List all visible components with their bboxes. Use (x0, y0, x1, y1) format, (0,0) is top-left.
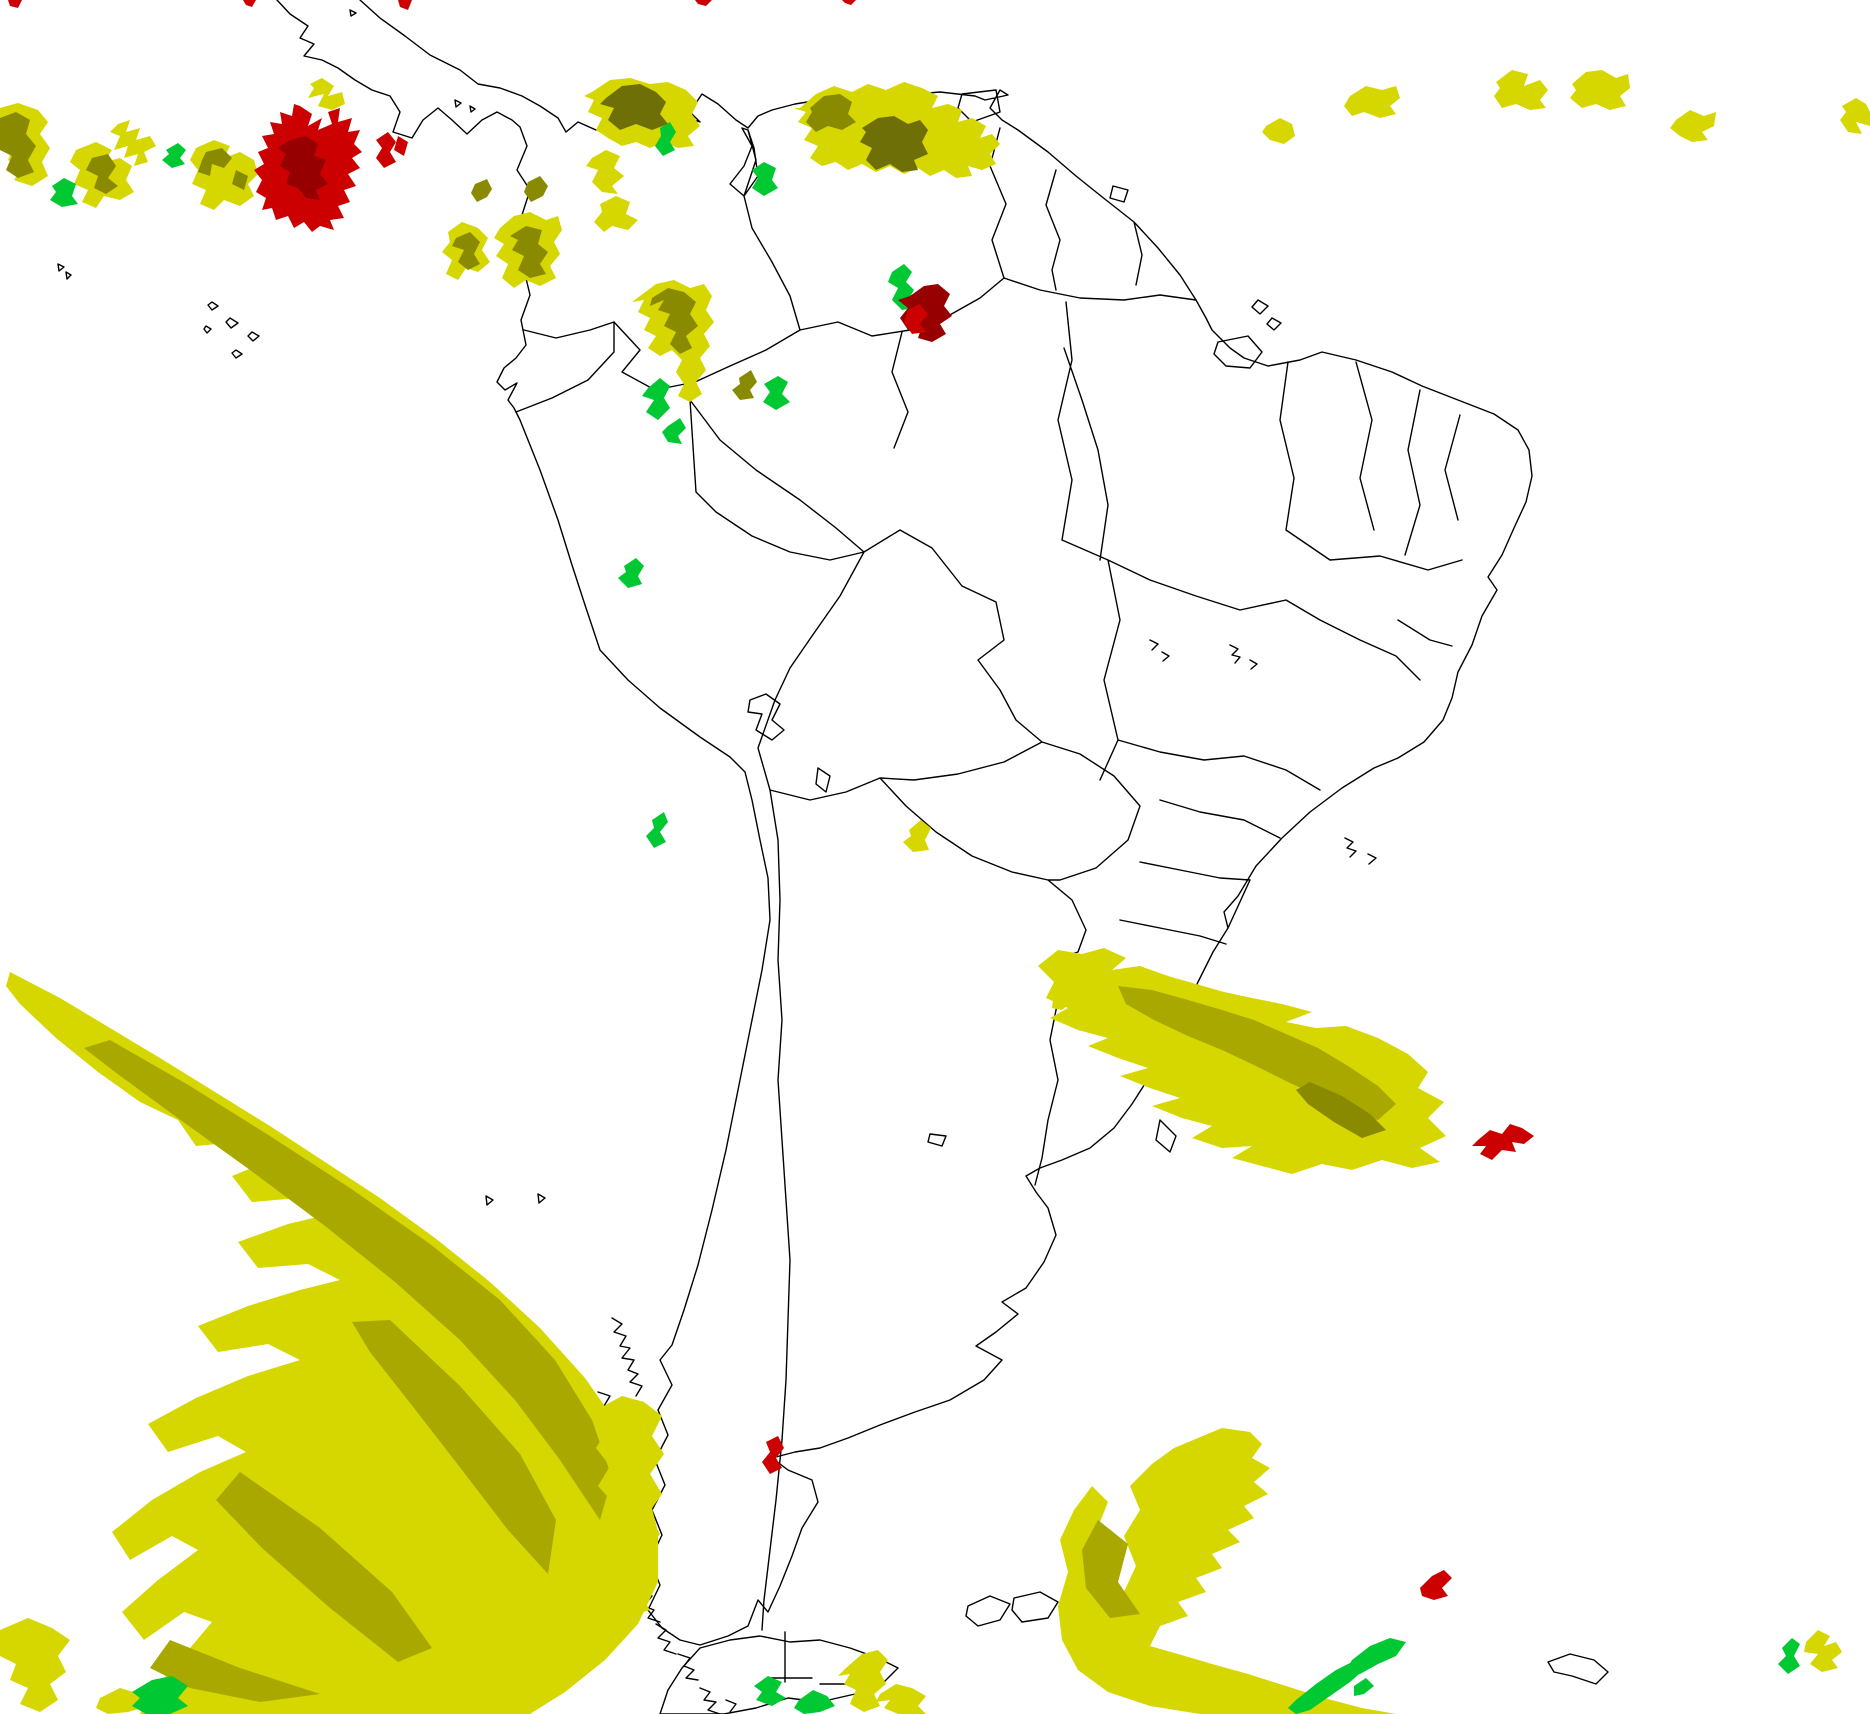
atl-yellow-3 (1570, 70, 1630, 110)
se-green-b (1346, 1638, 1406, 1674)
col-coast-olive-a (471, 179, 492, 202)
itcz-olive-b (86, 154, 118, 194)
itcz-yellow-squiggle (110, 120, 156, 166)
venezuela-green (752, 162, 778, 196)
paraguay-yellow-speck (903, 820, 931, 852)
tdf-yellow-b (876, 1684, 926, 1714)
sbrazil-band-core (1296, 1082, 1386, 1138)
amazon-green-c (763, 376, 790, 410)
pacific-storm-shade-2 (352, 1320, 556, 1574)
col-coast-olive-b (524, 176, 548, 202)
top-red-dash-1 (8, 0, 22, 8)
venezuela-olive-b (860, 116, 928, 172)
rionegro-green (888, 264, 916, 310)
itcz-olive-c2 (232, 170, 248, 190)
sbrazil-mini-yellow (1052, 994, 1070, 1010)
atl-yellow-1 (1344, 86, 1400, 118)
amazon-green-b (662, 418, 686, 444)
venezuela-olive-a (806, 94, 856, 132)
wcol-patch-b (594, 196, 638, 232)
far-se-yellow (1804, 1630, 1842, 1672)
itcz-olive-a (0, 112, 36, 178)
se-swirl-yellow (1058, 1428, 1396, 1714)
itcz-olive-c1 (198, 148, 232, 176)
atl-yellow-2 (1494, 70, 1548, 110)
itcz-green-a (50, 178, 78, 207)
itcz-green-b (162, 143, 186, 168)
se-red (1420, 1570, 1452, 1600)
atl-yellow-edge (1840, 98, 1870, 134)
upperamazon-olive (650, 288, 698, 354)
amazon-olive (732, 370, 757, 400)
wcol-patch-a (586, 150, 624, 194)
pacific-big-red-core (278, 136, 328, 200)
sbrazil-band-olive (1118, 986, 1396, 1120)
sw-corner-green (132, 1676, 188, 1714)
pacific-storm-shade-4 (150, 1640, 320, 1702)
andes-green (646, 812, 668, 848)
pacific-storm-yellow (6, 972, 658, 1714)
top-red-dash-2 (243, 0, 256, 7)
colombia-green (655, 122, 676, 156)
top-red-dash-4 (695, 0, 712, 6)
tdf-yellow-a (838, 1650, 888, 1712)
yellow-above-red (308, 78, 345, 110)
se-green-c (1354, 1678, 1374, 1696)
lakes (729, 127, 1229, 1153)
tdf-green-a (754, 1676, 786, 1706)
red-pair-b (394, 136, 408, 156)
se-swirl-shade (1082, 1520, 1140, 1618)
state-borders (891, 301, 1463, 945)
col-coast-yellow-core (452, 232, 480, 270)
red-pair-a (376, 132, 396, 168)
patagonia-coast-red (762, 1436, 784, 1474)
pacific-storm-shade-3 (216, 1472, 432, 1662)
country-borders (515, 127, 1201, 1685)
atl-yellow-speck (1262, 118, 1295, 144)
nw-colombia-olive (600, 84, 668, 130)
coastline (276, 0, 1533, 1646)
atlantic-red (1472, 1124, 1534, 1160)
rionegro-red (904, 304, 928, 334)
tdf-green-b (794, 1690, 835, 1714)
se-green-a (1288, 1660, 1366, 1714)
sw-cluster-yellow (0, 1618, 70, 1712)
amazonw-olive (510, 226, 548, 278)
peru-green (618, 558, 644, 588)
top-red-dash-5 (842, 0, 856, 5)
fjord-yellow (594, 1396, 664, 1616)
amazon-green-a (642, 378, 670, 420)
far-se-green (1778, 1638, 1800, 1674)
top-red-dash-3 (398, 0, 412, 10)
atl-yellow-4 (1670, 110, 1716, 142)
